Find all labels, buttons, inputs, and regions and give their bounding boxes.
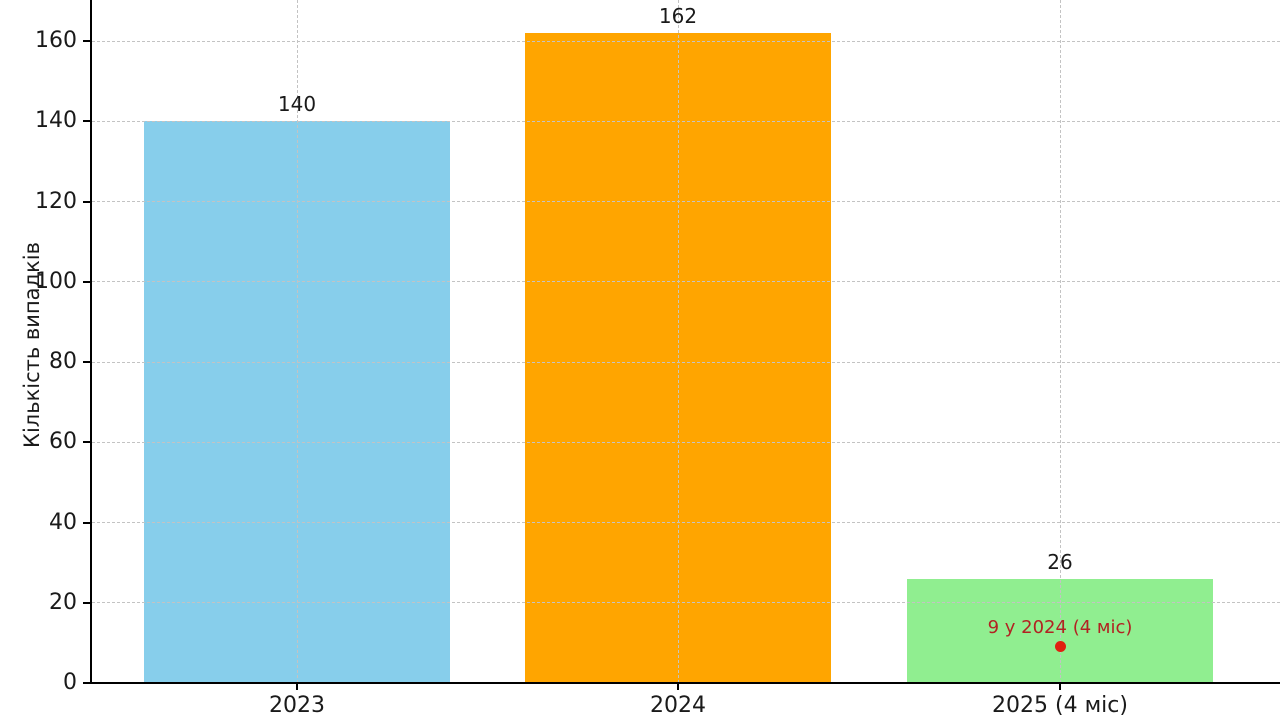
bar-value-label: 140 <box>277 92 317 117</box>
vertical-gridline <box>677 0 679 683</box>
annotation-dot <box>1054 641 1066 653</box>
horizontal-gridline <box>92 120 1280 122</box>
horizontal-gridline <box>92 201 1280 202</box>
x-axis-spine <box>90 682 1280 684</box>
y-tick-mark <box>83 601 90 604</box>
y-tick-label: 80 <box>49 349 77 374</box>
y-tick-label: 0 <box>63 670 77 695</box>
y-tick-label: 120 <box>35 188 77 214</box>
y-tick-mark <box>83 682 90 684</box>
y-tick-label: 20 <box>49 589 77 615</box>
x-tick-mark <box>1059 683 1061 690</box>
x-tick-label: 2024 <box>650 693 706 718</box>
y-tick-label: 160 <box>35 28 77 53</box>
horizontal-gridline <box>92 281 1280 283</box>
y-tick-mark <box>83 441 90 444</box>
horizontal-gridline <box>92 40 1280 42</box>
x-tick-mark <box>677 683 679 690</box>
y-tick-label: 60 <box>49 429 77 455</box>
y-tick-mark <box>83 120 90 123</box>
y-axis-label: Кількість випадків <box>20 242 44 448</box>
annotation-text: 9 у 2024 (4 міс) <box>987 616 1133 638</box>
y-tick-mark <box>83 521 90 524</box>
y-tick-label: 140 <box>35 108 77 134</box>
y-tick-mark <box>83 40 90 42</box>
horizontal-gridline <box>92 441 1280 443</box>
vertical-gridline <box>296 0 298 683</box>
x-tick-label: 2025 (4 міс) <box>992 693 1128 718</box>
bar-value-label: 162 <box>658 3 698 28</box>
horizontal-gridline <box>92 602 1280 604</box>
y-tick-mark <box>83 280 90 283</box>
y-tick-label: 100 <box>35 268 77 294</box>
y-tick-mark <box>83 200 90 203</box>
x-tick-label: 2023 <box>269 693 325 718</box>
x-tick-mark <box>296 683 298 690</box>
y-axis-spine <box>90 0 92 684</box>
vertical-gridline <box>1059 0 1061 683</box>
y-tick-label: 40 <box>49 509 77 535</box>
y-tick-mark <box>83 361 90 363</box>
horizontal-gridline <box>92 361 1280 363</box>
bar-value-label: 26 <box>1047 549 1073 574</box>
horizontal-gridline <box>92 522 1280 523</box>
